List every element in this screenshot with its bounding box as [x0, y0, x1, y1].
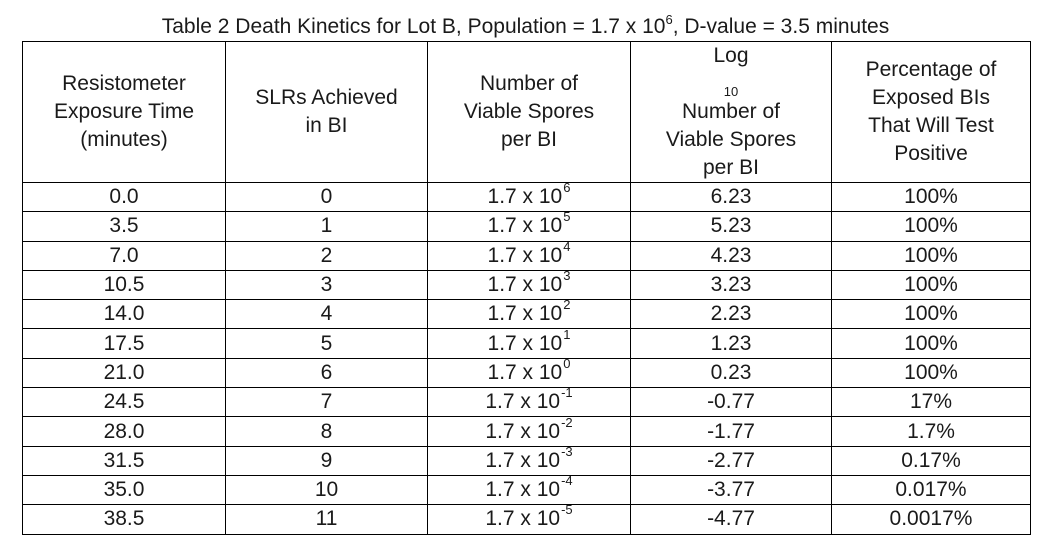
- cell-log: -1.77: [630, 416, 832, 447]
- table-row: 28.0 8 1.7 x 10-2 -1.77 1.7%: [22, 416, 1031, 447]
- cell-slr: 6: [225, 357, 428, 389]
- cell-viable-spores: 1.7 x 106: [427, 181, 631, 213]
- cell-log: -0.77: [630, 387, 832, 418]
- cell-log: 3.23: [630, 269, 832, 301]
- cell-slr: 0: [225, 181, 428, 213]
- cell-exposure-time: 35.0: [22, 474, 226, 506]
- cell-percentage: 17%: [831, 387, 1031, 418]
- table-row: 38.5 11 1.7 x 10-5 -4.77 0.0017%: [22, 503, 1031, 535]
- cell-exposure-time: 3.5: [22, 211, 226, 242]
- table-row: 21.0 6 1.7 x 100 0.23 100%: [22, 357, 1031, 389]
- cell-log: 1.23: [630, 328, 832, 359]
- cell-viable-spores: 1.7 x 101: [427, 328, 631, 359]
- death-kinetics-table: Resistometer Exposure Time (minutes) SLR…: [22, 41, 1031, 535]
- cell-log: -4.77: [630, 504, 832, 535]
- cell-viable-spores: 1.7 x 104: [427, 240, 631, 271]
- cell-percentage: 0.0017%: [831, 504, 1031, 535]
- header-log-viable-spores: Log 10 Number of Viable Spores per BI: [630, 41, 832, 183]
- cell-percentage: 100%: [831, 181, 1031, 213]
- cell-slr: 2: [225, 240, 428, 271]
- cell-viable-spores: 1.7 x 102: [427, 298, 631, 330]
- table-row: 24.5 7 1.7 x 10-1 -0.77 17%: [22, 386, 1031, 418]
- table-row: 31.5 9 1.7 x 10-3 -2.77 0.17%: [22, 445, 1031, 476]
- cell-log: 5.23: [630, 211, 832, 242]
- cell-viable-spores: 1.7 x 10-5: [427, 503, 631, 535]
- cell-percentage: 100%: [831, 299, 1031, 330]
- table-row: 10.5 3 1.7 x 103 3.23 100%: [22, 269, 1031, 301]
- cell-percentage: 1.7%: [831, 416, 1031, 447]
- header-slrs-achieved: SLRs Achieved in BI: [225, 41, 428, 183]
- cell-slr: 8: [225, 416, 428, 447]
- cell-viable-spores: 1.7 x 105: [427, 210, 631, 242]
- cell-log: -3.77: [630, 474, 832, 506]
- header-viable-spores: Number of Viable Spores per BI: [427, 41, 631, 183]
- cell-exposure-time: 21.0: [22, 357, 226, 389]
- table-row: 14.0 4 1.7 x 102 2.23 100%: [22, 298, 1031, 330]
- table-row: 3.5 1 1.7 x 105 5.23 100%: [22, 210, 1031, 242]
- cell-slr: 3: [225, 269, 428, 301]
- cell-exposure-time: 10.5: [22, 269, 226, 301]
- cell-exposure-time: 14.0: [22, 299, 226, 330]
- cell-percentage: 0.017%: [831, 474, 1031, 506]
- header-row: Resistometer Exposure Time (minutes) SLR…: [22, 41, 1031, 183]
- cell-exposure-time: 24.5: [22, 387, 226, 418]
- cell-viable-spores: 1.7 x 10-4: [427, 474, 631, 506]
- cell-percentage: 0.17%: [831, 445, 1031, 476]
- cell-viable-spores: 1.7 x 10-3: [427, 445, 631, 476]
- cell-exposure-time: 28.0: [22, 416, 226, 447]
- cell-slr: 11: [225, 504, 428, 535]
- table-row: 35.0 10 1.7 x 10-4 -3.77 0.017%: [22, 474, 1031, 506]
- cell-percentage: 100%: [831, 240, 1031, 271]
- cell-log: -2.77: [630, 445, 832, 476]
- cell-viable-spores: 1.7 x 10-1: [427, 386, 631, 418]
- cell-exposure-time: 31.5: [22, 445, 226, 476]
- cell-viable-spores: 1.7 x 100: [427, 357, 631, 389]
- cell-exposure-time: 7.0: [22, 240, 226, 271]
- cell-slr: 1: [225, 211, 428, 242]
- table-body: 0.0 0 1.7 x 106 6.23 100% 3.5 1 1.7 x 105 5.23 1…: [22, 181, 1031, 535]
- header-exposure-time: Resistometer Exposure Time (minutes): [22, 41, 226, 183]
- header-percentage-positive: Percentage of Exposed BIs That Will Test…: [831, 41, 1031, 183]
- caption-suffix: , D-value = 3.5 minutes: [672, 15, 890, 38]
- cell-log: 4.23: [630, 240, 832, 271]
- cell-slr: 4: [225, 299, 428, 330]
- cell-exposure-time: 17.5: [22, 328, 226, 359]
- cell-exposure-time: 38.5: [22, 504, 226, 535]
- cell-viable-spores: 1.7 x 103: [427, 269, 631, 301]
- caption-exponent: 6: [665, 12, 673, 27]
- cell-exposure-time: 0.0: [22, 181, 226, 213]
- cell-slr: 9: [225, 445, 428, 476]
- table-row: 7.0 2 1.7 x 104 4.23 100%: [22, 240, 1031, 271]
- cell-slr: 7: [225, 387, 428, 418]
- cell-percentage: 100%: [831, 211, 1031, 242]
- cell-viable-spores: 1.7 x 10-2: [427, 416, 631, 447]
- caption-prefix: Table 2 Death Kinetics for Lot B, Popula…: [161, 15, 666, 38]
- cell-log: 2.23: [630, 299, 832, 330]
- cell-percentage: 100%: [831, 357, 1031, 389]
- cell-slr: 5: [225, 328, 428, 359]
- table-row: 0.0 0 1.7 x 106 6.23 100%: [22, 181, 1031, 213]
- cell-percentage: 100%: [831, 269, 1031, 301]
- cell-percentage: 100%: [831, 328, 1031, 359]
- cell-log: 0.23: [630, 357, 832, 389]
- table-caption: Table 2 Death Kinetics for Lot B, Popula…: [0, 12, 1051, 40]
- cell-log: 6.23: [630, 181, 832, 213]
- table-row: 17.5 5 1.7 x 101 1.23 100%: [22, 328, 1031, 359]
- cell-slr: 10: [225, 474, 428, 506]
